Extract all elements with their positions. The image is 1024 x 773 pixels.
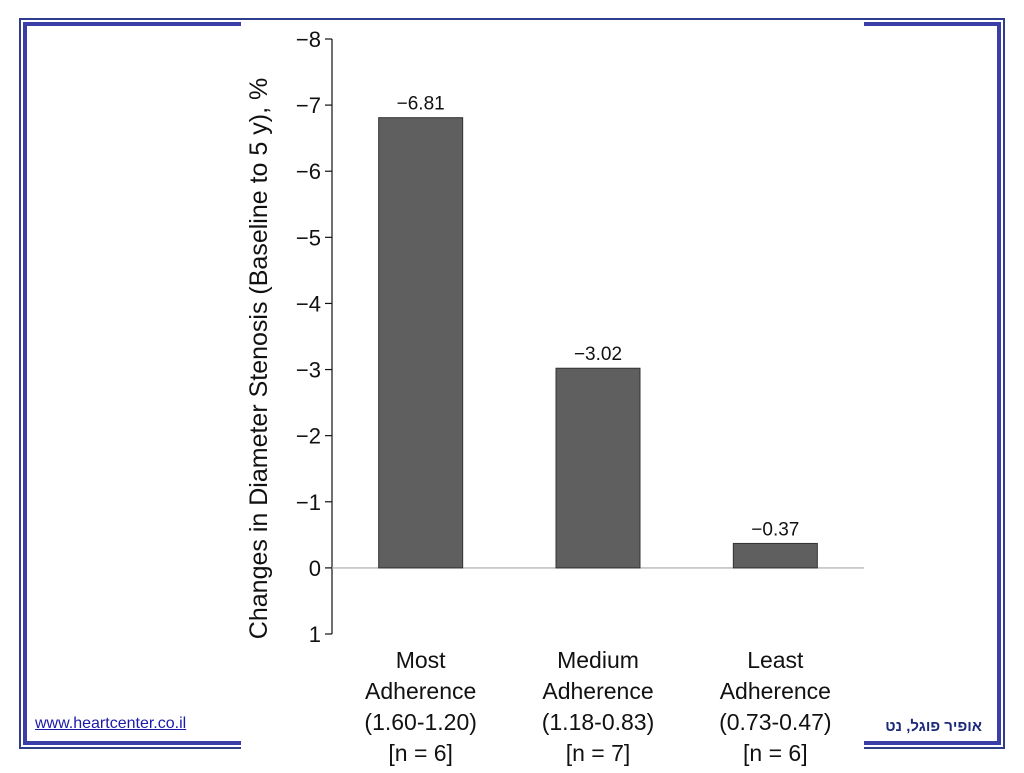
x-category-label: [n = 6] [388,740,453,766]
bar-chart: −8 −7 −6 −5 −4 −3 −2 −1 0 1 Changes in Diameter St… [245,27,864,766]
bar [732,542,818,569]
x-category-label: Adherence [365,678,476,704]
chart-bars [378,117,818,569]
heartcenter-link[interactable]: www.heartcenter.co.il [35,715,187,732]
y-tick-label: 0 [309,556,321,581]
y-tick-label: −3 [296,358,321,383]
y-axis-label: Changes in Diameter Stenosis (Baseline t… [245,78,273,639]
x-category-label: Least [747,647,804,673]
x-category-label: Adherence [542,678,653,704]
y-tick-label: −5 [296,225,321,250]
x-category-label: (0.73-0.47) [719,709,832,735]
x-category-label: Adherence [720,678,831,704]
x-category-label: [n = 7] [566,740,631,766]
y-tick-label: −6 [296,159,321,184]
x-category-label: (1.60-1.20) [364,709,477,735]
x-category-label: Medium [557,647,639,673]
x-category-label: Most [396,647,446,673]
y-tick-label: −1 [296,490,321,515]
bar [378,117,464,569]
y-tick-label: −7 [296,93,321,118]
author-credit: אופיר פוגל, נט [885,718,982,735]
chart-panel: −8 −7 −6 −5 −4 −3 −2 −1 0 1 Changes in Diameter St… [241,20,864,768]
bar-value-label: −3.02 [574,344,622,365]
bar-value-label: −0.37 [751,519,799,540]
bar-value-label: −6.81 [397,94,445,115]
x-category-label: (1.18-0.83) [542,709,655,735]
y-tick-label: 1 [309,622,321,647]
y-tick-label: −4 [296,291,321,316]
chart-labels: −6.81 Most Adherence (1.60-1.20) [n = 6] −3.0… [364,94,831,766]
chart-axes: −8 −7 −6 −5 −4 −3 −2 −1 0 1 Changes in Diameter St… [245,27,864,647]
x-category-label: [n = 6] [743,740,808,766]
y-tick-label: −2 [296,424,321,449]
bar [555,367,641,569]
y-tick-label: −8 [296,27,321,52]
